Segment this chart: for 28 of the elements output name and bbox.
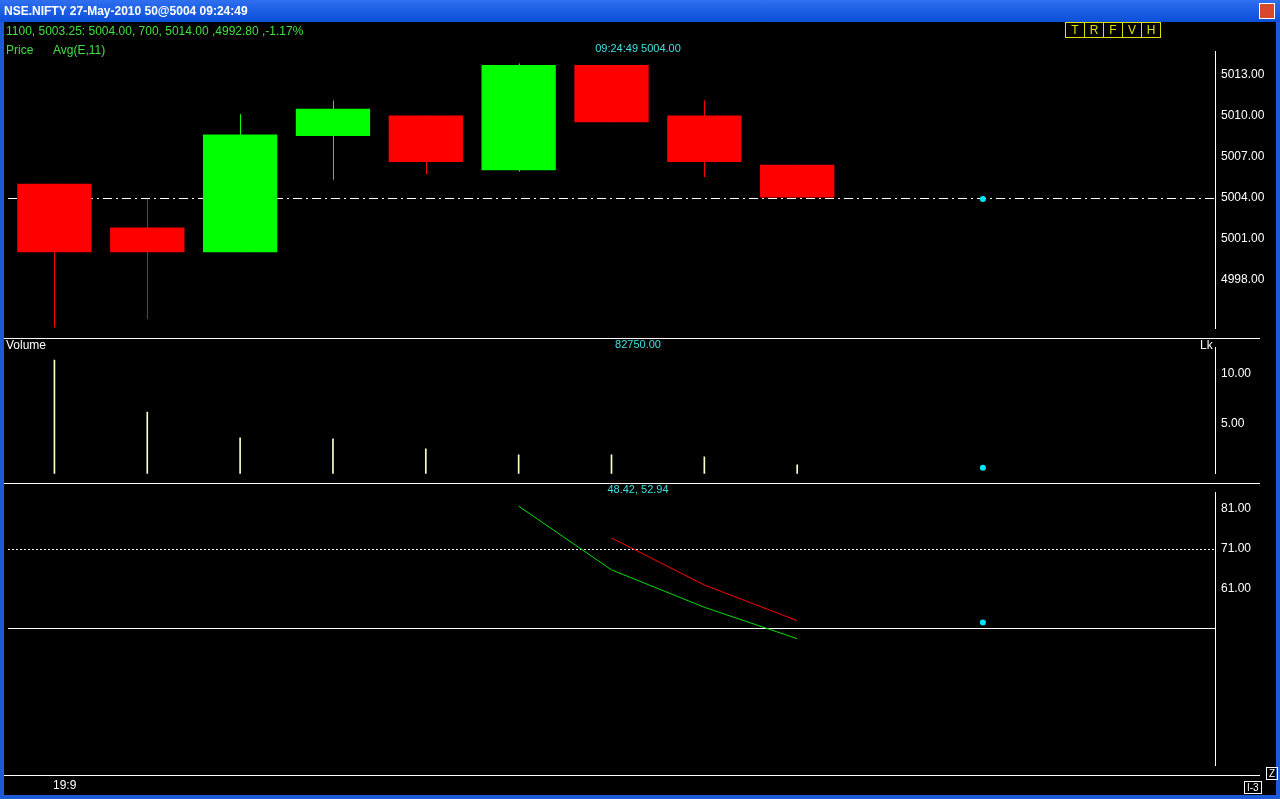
chart-subtitle: 1100, 5003.25: 5004.00, 700, 5014.00 ,4992.80 ,-1.17% (6, 23, 304, 40)
y-tick-label: 5010.00 (1221, 107, 1265, 122)
y-tick-label: 71.00 (1221, 541, 1252, 556)
y-tick-label: 4998.00 (1221, 271, 1265, 286)
text: H (1141, 22, 1161, 38)
text: R (1084, 22, 1104, 38)
y-tick-label: 10.00 (1221, 366, 1252, 381)
chart-title: NSE.NIFTY 27-May-2010 50@5004 09:24:49 (4, 4, 248, 18)
text: I-3 (1244, 781, 1262, 794)
chart-title: Volume (6, 338, 47, 352)
y-tick-label: 61.00 (1221, 580, 1252, 595)
y-tick-label: 5013.00 (1221, 66, 1265, 81)
annotation: Price (6, 43, 34, 57)
annotation: 48.42, 52.94 (607, 483, 669, 495)
annotation: 82750.00 (615, 338, 661, 350)
text: T (1065, 22, 1085, 38)
y-tick-label: 5001.00 (1221, 230, 1265, 245)
y-tick-label: 5004.00 (1221, 189, 1265, 204)
annotation: 09:24:49 5004.00 (595, 42, 681, 54)
y-tick-label: 81.00 (1221, 501, 1252, 516)
text: F (1103, 22, 1123, 38)
y-tick-label: 5007.00 (1221, 148, 1265, 163)
annotation: Avg(E,11) (53, 43, 106, 57)
text: Z (1266, 767, 1279, 780)
text: V (1122, 22, 1142, 38)
y-axis-title: Lk (1200, 338, 1213, 352)
text: 19:9 (53, 778, 77, 792)
y-tick-label: 5.00 (1221, 416, 1245, 431)
